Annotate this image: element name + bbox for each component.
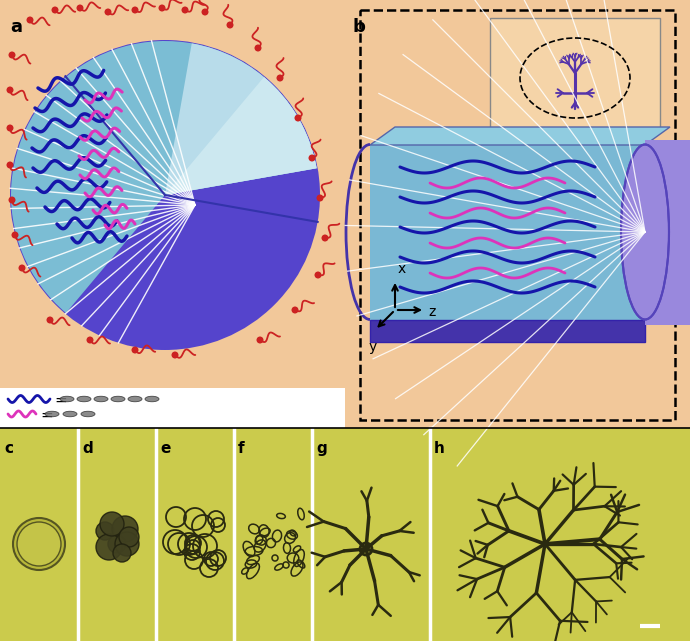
Circle shape: [295, 115, 302, 122]
Circle shape: [13, 518, 65, 570]
Ellipse shape: [81, 412, 95, 417]
Circle shape: [104, 8, 112, 15]
Circle shape: [132, 347, 139, 353]
Circle shape: [8, 197, 15, 203]
Text: e: e: [160, 441, 170, 456]
Ellipse shape: [63, 412, 77, 417]
Text: =: =: [54, 392, 67, 408]
Bar: [156, 428, 234, 641]
Bar: [0, 0, 345, 388]
Bar: [0, 428, 78, 641]
Bar: [430, 428, 690, 641]
Bar: [78, 428, 156, 641]
Ellipse shape: [94, 396, 108, 402]
Bar: [360, 10, 675, 420]
Circle shape: [257, 337, 264, 344]
Circle shape: [181, 6, 188, 13]
Circle shape: [8, 51, 15, 58]
Bar: [370, 145, 645, 320]
Text: x: x: [398, 262, 406, 276]
Bar: [312, 428, 430, 641]
Circle shape: [96, 534, 122, 560]
Circle shape: [315, 272, 322, 278]
Wedge shape: [11, 41, 317, 313]
Circle shape: [308, 154, 315, 162]
Polygon shape: [370, 127, 670, 145]
Circle shape: [119, 527, 139, 547]
Text: y: y: [369, 340, 377, 354]
Circle shape: [255, 44, 262, 51]
Circle shape: [322, 235, 328, 242]
Circle shape: [132, 6, 139, 13]
Bar: [430, 428, 690, 641]
Ellipse shape: [621, 144, 669, 319]
Bar: [345, 0, 690, 428]
Circle shape: [46, 317, 54, 324]
Circle shape: [17, 522, 61, 566]
Circle shape: [112, 516, 138, 542]
Wedge shape: [165, 44, 317, 195]
Circle shape: [6, 87, 14, 94]
Bar: [234, 428, 312, 641]
Circle shape: [6, 162, 14, 169]
Bar: [370, 320, 645, 342]
Circle shape: [26, 17, 34, 24]
Wedge shape: [165, 77, 317, 195]
Bar: [490, 18, 660, 128]
Circle shape: [115, 532, 139, 556]
Text: h: h: [434, 441, 445, 456]
Ellipse shape: [77, 396, 91, 402]
Circle shape: [226, 22, 233, 28]
Bar: [78, 428, 156, 641]
Circle shape: [6, 124, 14, 131]
Text: f: f: [238, 441, 245, 456]
Text: =: =: [40, 408, 52, 422]
Ellipse shape: [60, 396, 74, 402]
Circle shape: [159, 4, 166, 12]
Circle shape: [19, 265, 26, 272]
Text: z: z: [428, 305, 435, 319]
Bar: [312, 428, 430, 641]
Text: d: d: [82, 441, 92, 456]
Bar: [156, 428, 234, 641]
Ellipse shape: [45, 412, 59, 417]
Circle shape: [172, 351, 179, 358]
Bar: [234, 428, 312, 641]
Text: a: a: [10, 18, 22, 36]
Circle shape: [86, 337, 94, 344]
Text: g: g: [316, 441, 327, 456]
Circle shape: [100, 512, 124, 536]
Ellipse shape: [145, 396, 159, 402]
Bar: [645, 140, 690, 325]
Circle shape: [317, 194, 324, 201]
Circle shape: [108, 535, 126, 553]
Circle shape: [113, 544, 131, 562]
Circle shape: [96, 522, 114, 540]
Circle shape: [277, 74, 284, 81]
Circle shape: [12, 231, 19, 238]
Ellipse shape: [128, 396, 142, 402]
Text: b: b: [353, 18, 366, 36]
Circle shape: [77, 4, 83, 12]
Ellipse shape: [111, 396, 125, 402]
Text: c: c: [4, 441, 13, 456]
Circle shape: [291, 306, 299, 313]
Circle shape: [19, 524, 59, 564]
Bar: [0, 428, 78, 641]
Bar: [0, 388, 345, 428]
Circle shape: [10, 40, 320, 350]
Circle shape: [201, 8, 208, 15]
Circle shape: [52, 6, 59, 13]
